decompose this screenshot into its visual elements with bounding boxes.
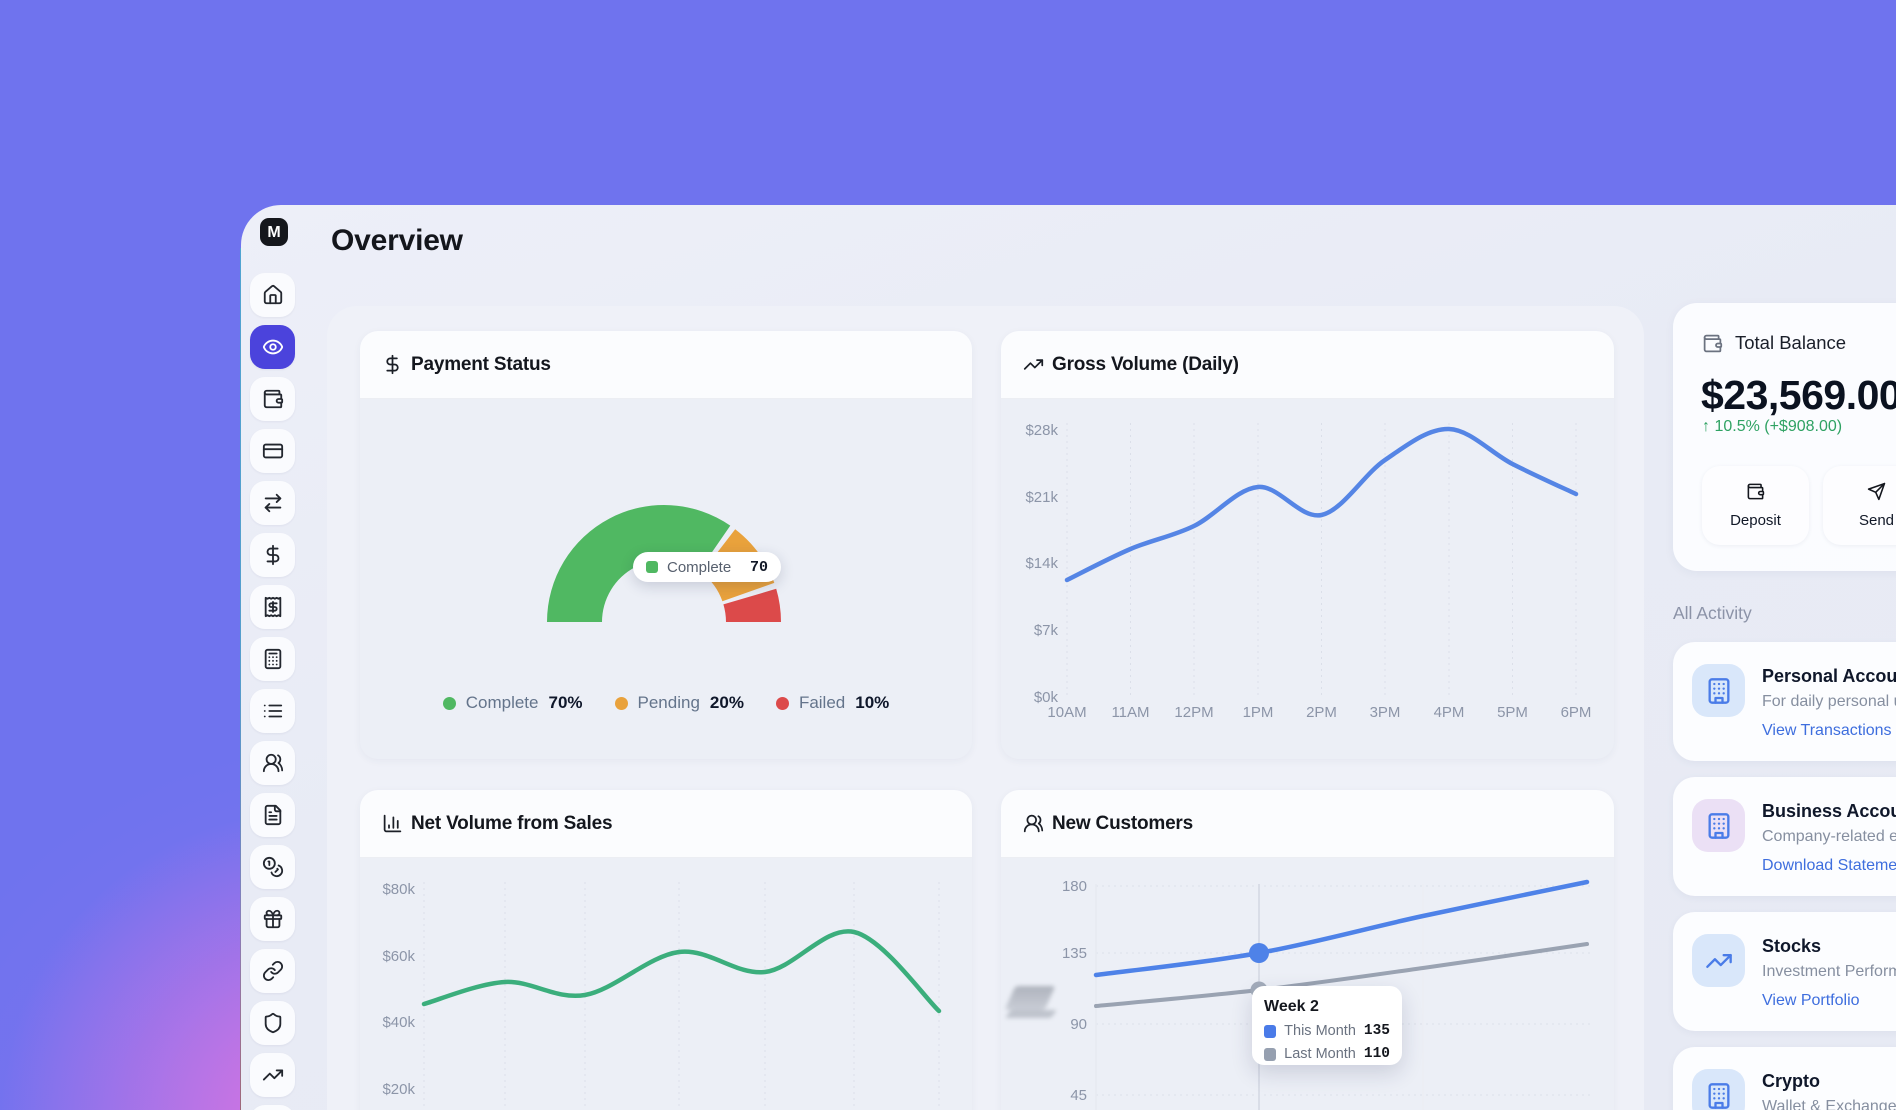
svg-text:6PM: 6PM: [1561, 704, 1592, 721]
svg-text:5PM: 5PM: [1497, 704, 1528, 721]
svg-text:$14k: $14k: [1025, 555, 1058, 572]
svg-text:180: 180: [1062, 878, 1087, 895]
svg-text:12PM: 12PM: [1174, 704, 1213, 721]
svg-text:2PM: 2PM: [1306, 704, 1337, 721]
svg-text:11AM: 11AM: [1111, 704, 1149, 721]
svg-text:3PM: 3PM: [1370, 704, 1401, 721]
svg-text:$0k: $0k: [1034, 689, 1059, 706]
svg-text:1PM: 1PM: [1243, 704, 1274, 721]
svg-text:$40k: $40k: [382, 1014, 415, 1031]
svg-text:$21k: $21k: [1025, 489, 1058, 506]
svg-text:4PM: 4PM: [1434, 704, 1465, 721]
svg-text:$28k: $28k: [1025, 422, 1058, 439]
svg-text:10AM: 10AM: [1047, 704, 1086, 721]
svg-text:$20k: $20k: [382, 1081, 415, 1098]
svg-text:$7k: $7k: [1034, 622, 1059, 639]
svg-text:90: 90: [1070, 1016, 1087, 1033]
svg-text:$60k: $60k: [382, 948, 415, 965]
svg-text:$80k: $80k: [382, 881, 415, 898]
svg-text:135: 135: [1062, 945, 1087, 962]
svg-text:45: 45: [1070, 1087, 1087, 1104]
